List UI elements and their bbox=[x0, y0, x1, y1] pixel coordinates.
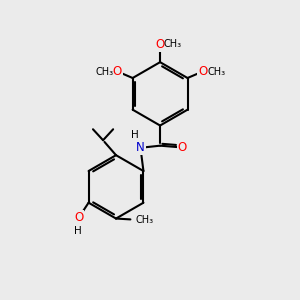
Text: O: O bbox=[74, 211, 83, 224]
Text: CH₃: CH₃ bbox=[207, 67, 225, 76]
Text: CH₃: CH₃ bbox=[164, 39, 182, 49]
Text: O: O bbox=[112, 65, 122, 78]
Text: H: H bbox=[131, 130, 139, 140]
Text: CH₃: CH₃ bbox=[95, 67, 114, 76]
Text: CH₃: CH₃ bbox=[135, 215, 153, 225]
Text: O: O bbox=[178, 141, 187, 154]
Text: N: N bbox=[136, 142, 145, 154]
Text: H: H bbox=[74, 226, 82, 236]
Text: O: O bbox=[198, 65, 208, 78]
Text: O: O bbox=[155, 38, 165, 51]
